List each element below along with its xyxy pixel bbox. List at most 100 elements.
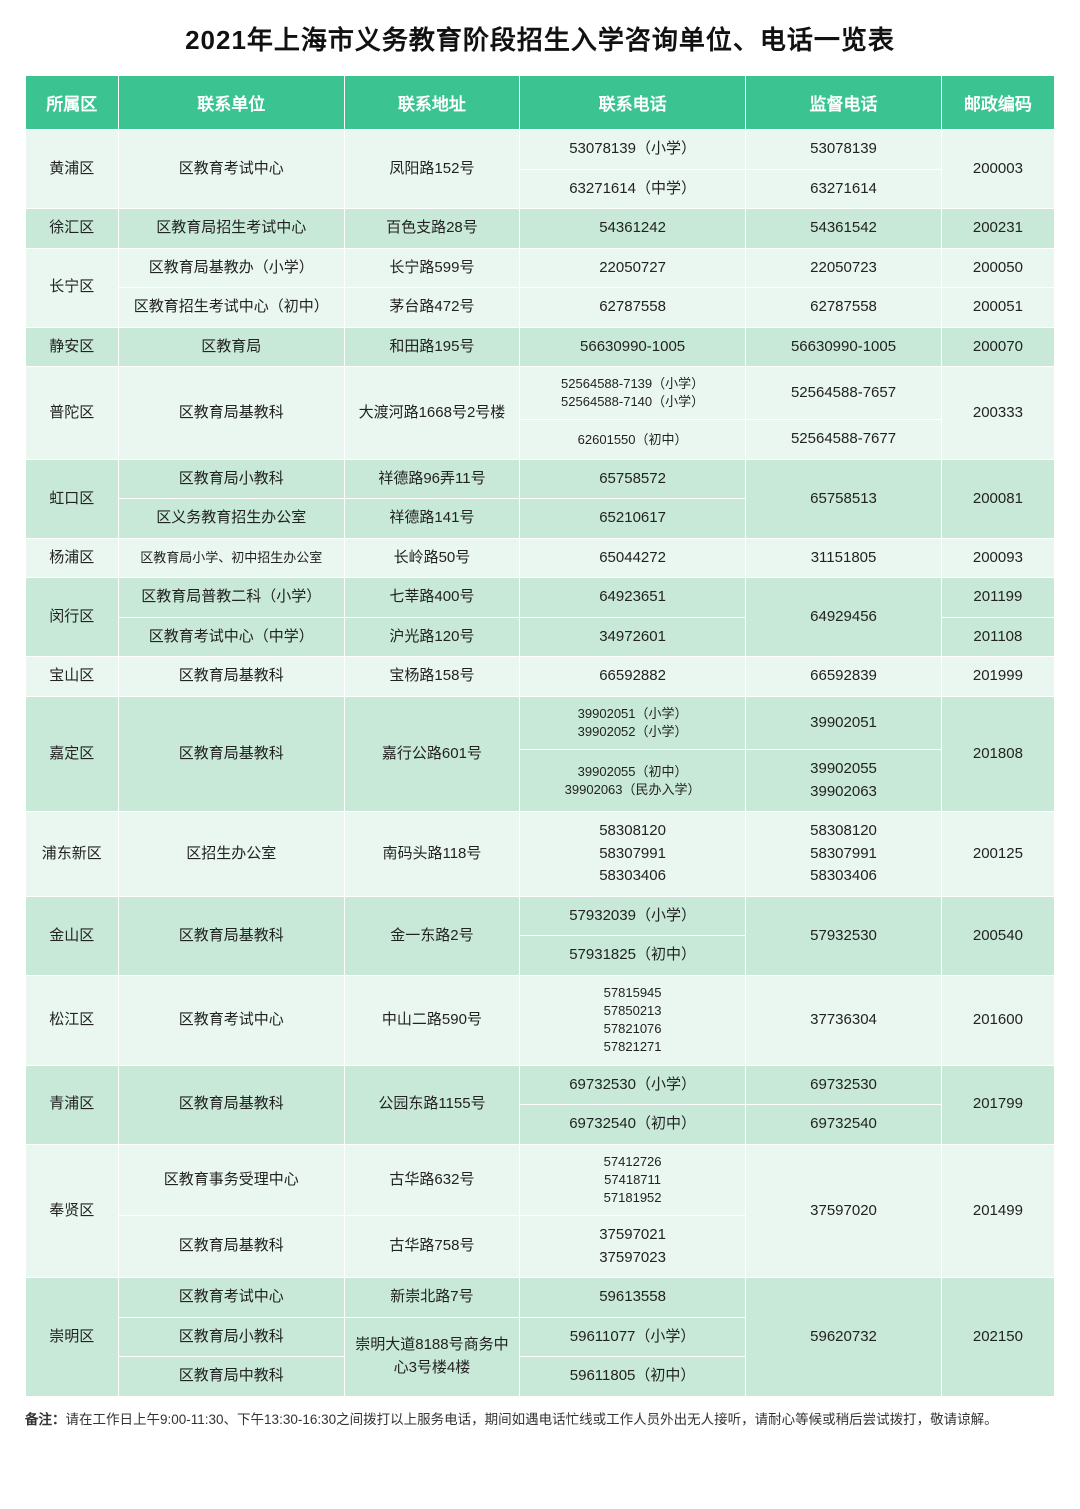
cell: 57815945578502135782107657821271 xyxy=(519,975,745,1065)
cell: 69732530（小学） xyxy=(519,1065,745,1105)
cell: 52564588-7139（小学）52564588-7140（小学） xyxy=(519,367,745,420)
cell: 59611077（小学） xyxy=(519,1317,745,1357)
cell: 区教育事务受理中心 xyxy=(118,1144,344,1216)
cell: 200003 xyxy=(941,130,1054,209)
cell: 南码头路118号 xyxy=(344,812,519,897)
cell: 200051 xyxy=(941,288,1054,328)
contact-table: 所属区联系单位联系地址联系电话监督电话邮政编码 黄浦区区教育考试中心凤阳路152… xyxy=(25,75,1055,1397)
cell: 新崇北路7号 xyxy=(344,1278,519,1318)
cell: 沪光路120号 xyxy=(344,617,519,657)
cell: 黄浦区 xyxy=(26,130,119,209)
col-header-3: 联系电话 xyxy=(519,76,745,130)
cell: 65210617 xyxy=(519,499,745,539)
cell: 53078139（小学） xyxy=(519,130,745,170)
cell: 54361242 xyxy=(519,209,745,249)
cell: 金一东路2号 xyxy=(344,896,519,975)
cell: 松江区 xyxy=(26,975,119,1065)
table-row: 青浦区区教育局基教科公园东路1155号69732530（小学）697325302… xyxy=(26,1065,1055,1105)
cell: 200093 xyxy=(941,538,1054,578)
col-header-5: 邮政编码 xyxy=(941,76,1054,130)
cell: 金山区 xyxy=(26,896,119,975)
cell: 区教育局 xyxy=(118,327,344,367)
table-row: 松江区区教育考试中心中山二路590号5781594557850213578210… xyxy=(26,975,1055,1065)
cell: 徐汇区 xyxy=(26,209,119,249)
cell: 古华路758号 xyxy=(344,1216,519,1278)
cell: 52564588-7677 xyxy=(746,420,942,460)
table-row: 嘉定区区教育局基教科嘉行公路601号39902051（小学）39902052（小… xyxy=(26,696,1055,749)
cell: 31151805 xyxy=(746,538,942,578)
cell: 62787558 xyxy=(746,288,942,328)
cell: 奉贤区 xyxy=(26,1144,119,1278)
cell: 区教育招生考试中心（初中） xyxy=(118,288,344,328)
cell: 52564588-7657 xyxy=(746,367,942,420)
cell: 中山二路590号 xyxy=(344,975,519,1065)
cell: 嘉行公路601号 xyxy=(344,696,519,811)
cell: 区教育局普教二科（小学） xyxy=(118,578,344,618)
cell: 62601550（初中） xyxy=(519,420,745,460)
cell: 201199 xyxy=(941,578,1054,618)
cell: 200333 xyxy=(941,367,1054,460)
cell: 闵行区 xyxy=(26,578,119,657)
cell: 宝杨路158号 xyxy=(344,657,519,697)
cell: 200540 xyxy=(941,896,1054,975)
cell: 区教育局基教科 xyxy=(118,1216,344,1278)
cell: 57932039（小学） xyxy=(519,896,745,936)
cell: 37736304 xyxy=(746,975,942,1065)
cell: 区教育局基教科 xyxy=(118,896,344,975)
cell: 区教育局基教科 xyxy=(118,696,344,811)
cell: 39902055（初中）39902063（民办入学） xyxy=(519,750,745,812)
cell: 200231 xyxy=(941,209,1054,249)
cell: 66592882 xyxy=(519,657,745,697)
cell: 200081 xyxy=(941,459,1054,538)
cell: 大渡河路1668号2号楼 xyxy=(344,367,519,460)
cell: 茅台路472号 xyxy=(344,288,519,328)
cell: 39902051 xyxy=(746,696,942,749)
cell: 区教育局基教科 xyxy=(118,1065,344,1144)
cell: 3990205539902063 xyxy=(746,750,942,812)
cell: 区教育局小教科 xyxy=(118,459,344,499)
cell: 201799 xyxy=(941,1065,1054,1144)
cell: 区教育局小学、初中招生办公室 xyxy=(118,538,344,578)
table-row: 长宁区区教育局基教办（小学）长宁路599号2205072722050723200… xyxy=(26,248,1055,288)
table-row: 徐汇区区教育局招生考试中心百色支路28号54361242543615422002… xyxy=(26,209,1055,249)
cell: 64923651 xyxy=(519,578,745,618)
cell: 56630990-1005 xyxy=(746,327,942,367)
cell: 区教育局基教科 xyxy=(118,367,344,460)
cell: 凤阳路152号 xyxy=(344,130,519,209)
cell: 和田路195号 xyxy=(344,327,519,367)
cell: 59620732 xyxy=(746,1278,942,1397)
cell: 宝山区 xyxy=(26,657,119,697)
cell: 虹口区 xyxy=(26,459,119,538)
cell: 69732530 xyxy=(746,1065,942,1105)
cell: 青浦区 xyxy=(26,1065,119,1144)
cell: 崇明大道8188号商务中心3号楼4楼 xyxy=(344,1317,519,1396)
cell: 祥德路141号 xyxy=(344,499,519,539)
table-row: 区教育招生考试中心（初中）茅台路472号62787558627875582000… xyxy=(26,288,1055,328)
cell: 公园东路1155号 xyxy=(344,1065,519,1144)
cell: 201499 xyxy=(941,1144,1054,1278)
cell: 34972601 xyxy=(519,617,745,657)
cell: 62787558 xyxy=(519,288,745,328)
table-row: 闵行区区教育局普教二科（小学）七莘路400号649236516492945620… xyxy=(26,578,1055,618)
cell: 普陀区 xyxy=(26,367,119,460)
cell: 区教育局中教科 xyxy=(118,1357,344,1397)
cell: 3759702137597023 xyxy=(519,1216,745,1278)
cell: 区教育考试中心 xyxy=(118,975,344,1065)
cell: 64929456 xyxy=(746,578,942,657)
cell: 杨浦区 xyxy=(26,538,119,578)
cell: 古华路632号 xyxy=(344,1144,519,1216)
col-header-4: 监督电话 xyxy=(746,76,942,130)
cell: 54361542 xyxy=(746,209,942,249)
cell: 22050727 xyxy=(519,248,745,288)
cell: 崇明区 xyxy=(26,1278,119,1397)
cell: 静安区 xyxy=(26,327,119,367)
cell: 区教育局小教科 xyxy=(118,1317,344,1357)
cell: 百色支路28号 xyxy=(344,209,519,249)
cell: 浦东新区 xyxy=(26,812,119,897)
table-row: 黄浦区区教育考试中心凤阳路152号53078139（小学）53078139200… xyxy=(26,130,1055,170)
page-title: 2021年上海市义务教育阶段招生入学咨询单位、电话一览表 xyxy=(25,20,1055,57)
cell: 59613558 xyxy=(519,1278,745,1318)
cell: 57932530 xyxy=(746,896,942,975)
cell: 区教育局基教办（小学） xyxy=(118,248,344,288)
col-header-1: 联系单位 xyxy=(118,76,344,130)
